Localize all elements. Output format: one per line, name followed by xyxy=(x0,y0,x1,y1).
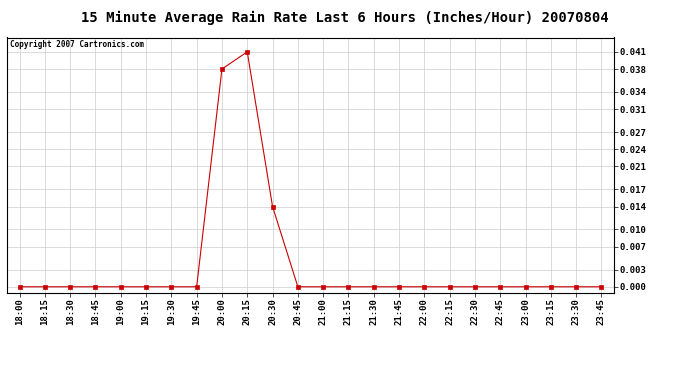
Text: Copyright 2007 Cartronics.com: Copyright 2007 Cartronics.com xyxy=(10,40,144,49)
Text: 15 Minute Average Rain Rate Last 6 Hours (Inches/Hour) 20070804: 15 Minute Average Rain Rate Last 6 Hours… xyxy=(81,11,609,26)
